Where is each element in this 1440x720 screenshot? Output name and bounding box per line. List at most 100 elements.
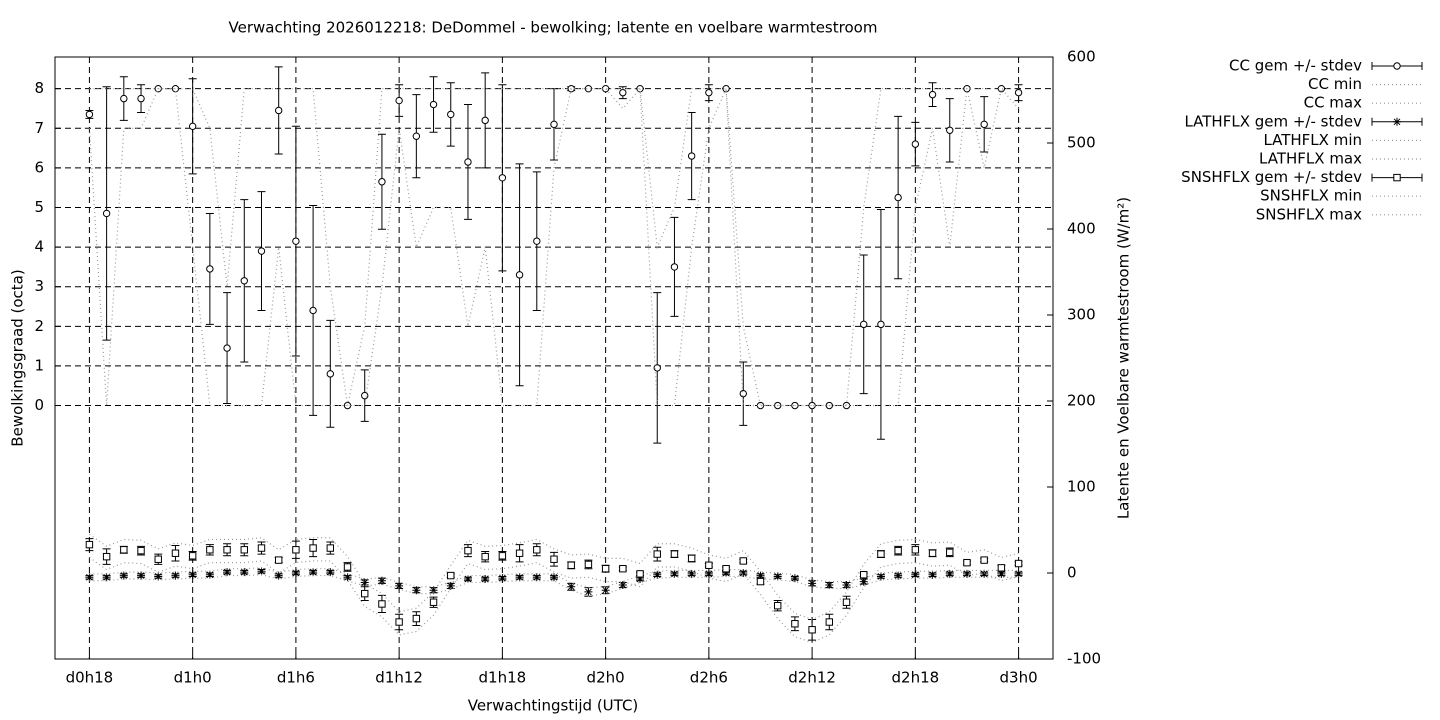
data-point: [877, 550, 885, 558]
y-tick-label: 6: [34, 158, 44, 176]
data-point: [670, 550, 679, 558]
data-point: [102, 552, 111, 561]
legend-label: LATHFLX min: [1263, 131, 1362, 149]
y-tick-label: 1: [34, 356, 44, 374]
data-point: [309, 568, 318, 577]
y-tick-label: 2: [34, 317, 44, 335]
data-point: [584, 587, 593, 596]
data-point: [326, 370, 335, 378]
data-point: [601, 565, 610, 573]
data-point: [85, 573, 94, 582]
legend-marker: [1393, 62, 1401, 70]
y-tick-label: 4: [34, 238, 44, 256]
data-point: [188, 122, 197, 131]
data-point: [395, 581, 404, 590]
data-point: [687, 569, 696, 578]
data-point: [636, 570, 644, 578]
legend-label: CC min: [1308, 75, 1362, 93]
legend-marker: [1393, 117, 1401, 126]
data-point: [619, 88, 627, 97]
data-point: [446, 581, 455, 590]
data-point: [395, 618, 403, 626]
data-point: [876, 572, 885, 581]
x-tick-label: d0h18: [66, 669, 114, 687]
data-point: [962, 569, 971, 578]
data-point: [361, 391, 369, 400]
data-point: [670, 569, 679, 578]
data-point: [240, 568, 249, 577]
data-point: [257, 567, 266, 576]
plot-frame: [54, 56, 1054, 660]
legend-label: CC max: [1304, 94, 1363, 112]
data-point: [532, 573, 541, 582]
data-point: [894, 546, 902, 555]
legend-label: SNSHFLX min: [1260, 187, 1362, 205]
data-point: [687, 152, 696, 160]
data-point: [257, 544, 266, 552]
data-point: [188, 552, 197, 560]
x-tick-label: d1h12: [375, 669, 423, 687]
data-point: [894, 571, 903, 580]
y2-tick-label: -100: [1067, 650, 1101, 668]
y2-tick-label: 0: [1067, 564, 1077, 582]
data-point: [292, 546, 300, 554]
data-point: [274, 556, 283, 564]
data-point: [274, 106, 283, 115]
data-point: [171, 571, 180, 580]
data-point: [860, 571, 868, 579]
data-point: [515, 271, 524, 279]
data-point: [756, 571, 765, 580]
x-tick-label: d2h18: [892, 669, 940, 687]
y2-tick-label: 600: [1067, 48, 1096, 66]
x-tick-label: d2h6: [690, 669, 728, 687]
data-point: [946, 548, 954, 557]
data-point: [739, 557, 747, 565]
data-point: [498, 552, 507, 560]
data-point: [205, 570, 214, 579]
data-point: [154, 555, 162, 563]
data-point: [946, 126, 954, 134]
data-point: [447, 571, 455, 580]
data-point: [722, 569, 731, 577]
data-point: [85, 540, 94, 549]
data-point: [911, 140, 920, 148]
data-point: [963, 558, 971, 567]
legend-label: LATHFLX gem +/- stdev: [1184, 112, 1362, 130]
data-point: [102, 209, 111, 218]
data-point: [980, 556, 988, 564]
data-point: [1014, 559, 1023, 568]
chart-title: Verwachting 2026012218: DeDommel - bewol…: [229, 19, 878, 37]
data-point: [722, 565, 730, 573]
data-point: [1014, 569, 1023, 578]
data-point: [997, 564, 1006, 572]
data-point: [154, 572, 163, 581]
x-axis-label: Verwachtingstijd (UTC): [468, 697, 639, 715]
data-point: [378, 600, 386, 608]
y2-tick-label: 500: [1067, 134, 1096, 152]
data-point: [412, 132, 421, 140]
data-point: [842, 401, 851, 410]
data-point: [120, 546, 128, 554]
data-point: [928, 570, 937, 579]
data-point: [773, 601, 782, 610]
data-point: [429, 586, 438, 595]
data-point: [670, 263, 679, 271]
x-tick-label: d1h0: [174, 669, 212, 687]
data-point: [206, 265, 214, 273]
y-tick-label: 0: [34, 396, 44, 414]
legend-label: SNSHFLX max: [1256, 205, 1362, 223]
x-tick-label: d2h12: [788, 669, 836, 687]
data-point: [791, 620, 799, 628]
data-point: [1014, 88, 1023, 97]
legend-marker: [1393, 173, 1401, 182]
data-point: [137, 546, 145, 555]
data-point: [877, 320, 885, 329]
data-point: [223, 568, 232, 577]
data-point: [842, 598, 851, 606]
y-axis-label: Bewolkingsgraad (octa): [9, 269, 27, 446]
data-point: [911, 570, 920, 579]
y-tick-label: 8: [34, 79, 44, 97]
data-point: [515, 573, 524, 582]
data-point: [584, 84, 593, 93]
data-point: [928, 90, 937, 99]
